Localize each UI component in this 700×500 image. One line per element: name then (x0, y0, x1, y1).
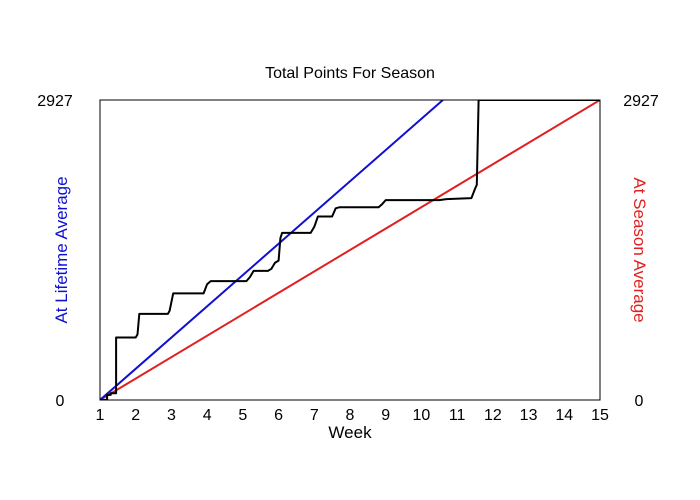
x-tick-label: 12 (484, 407, 502, 424)
x-tick-label: 4 (203, 407, 212, 424)
x-tick-label: 5 (238, 407, 247, 424)
series-line-cumulative (100, 100, 600, 400)
plot-area (100, 100, 600, 400)
y-tick-label-left: 2927 (37, 93, 73, 110)
x-tick-label: 3 (167, 407, 176, 424)
x-tick-label: 10 (413, 407, 431, 424)
chart-title: Total Points For Season (265, 65, 435, 82)
x-tick-label: 13 (520, 407, 538, 424)
y-tick-label-left: 0 (56, 393, 65, 410)
x-tick-label: 8 (346, 407, 355, 424)
x-tick-label: 14 (555, 407, 573, 424)
series-line-season (100, 100, 600, 400)
x-tick-label: 7 (310, 407, 319, 424)
y-axis-ticks-left: 0 2927 (37, 93, 73, 410)
x-axis-ticks: 1 2 3 4 5 6 7 8 9 10 11 12 13 14 15 (96, 407, 609, 424)
x-tick-label: 11 (449, 407, 466, 424)
y-axis-label-right: At Season Average (630, 177, 649, 322)
x-axis-label: Week (328, 423, 372, 442)
y-axis-ticks-right: 0 2927 (623, 93, 659, 410)
x-tick-label: 1 (96, 407, 105, 424)
x-tick-label: 15 (591, 407, 609, 424)
series-line-lifetime (100, 100, 444, 400)
x-tick-label: 2 (131, 407, 140, 424)
x-tick-label: 9 (381, 407, 390, 424)
plot-frame (99, 99, 601, 401)
y-axis-label-left: At Lifetime Average (52, 176, 71, 323)
x-tick-label: 6 (274, 407, 283, 424)
y-tick-label-right: 0 (635, 393, 644, 410)
y-tick-label-right: 2927 (623, 93, 659, 110)
